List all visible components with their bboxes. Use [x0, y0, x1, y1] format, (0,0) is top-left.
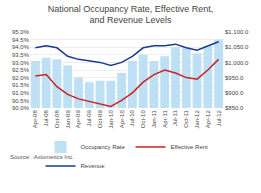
svg-text:Oct-10: Oct-10 — [140, 110, 146, 129]
svg-text:Jul-10: Jul-10 — [129, 110, 135, 127]
svg-text:Apr-10: Apr-10 — [119, 110, 125, 129]
svg-text:Effective Rent: Effective Rent — [171, 144, 209, 150]
svg-text:92.0%: 92.0% — [12, 75, 30, 81]
svg-text:Apr-08: Apr-08 — [32, 110, 38, 129]
svg-text:$900.0: $900.0 — [225, 90, 244, 96]
svg-text:Jan-11: Jan-11 — [151, 110, 157, 129]
svg-text:Oct-08: Oct-08 — [54, 110, 60, 129]
svg-text:94.5%: 94.5% — [12, 37, 30, 43]
svg-text:Jul-09: Jul-09 — [86, 110, 92, 127]
svg-text:Jan-12: Jan-12 — [194, 110, 200, 129]
svg-text:National Occupancy Rate, Effec: National Occupancy Rate, Effective Rent,… — [48, 4, 213, 26]
svg-text:Revenue: Revenue — [81, 163, 106, 169]
svg-text:Apr-12: Apr-12 — [205, 110, 211, 129]
svg-text:Source: Axiometics Inc.: Source: Axiometics Inc. — [10, 154, 74, 160]
svg-text:$1,000.0: $1,000.0 — [225, 60, 249, 66]
svg-text:90.5%: 90.5% — [12, 98, 30, 104]
svg-text:Jul-11: Jul-11 — [172, 110, 178, 127]
svg-text:$950.0: $950.0 — [225, 75, 244, 81]
svg-text:Apr-11: Apr-11 — [162, 110, 168, 128]
svg-text:94.0%: 94.0% — [12, 44, 30, 50]
svg-text:Oct-09: Oct-09 — [97, 110, 103, 129]
svg-text:93.0%: 93.0% — [12, 60, 30, 66]
svg-text:90.0%: 90.0% — [12, 105, 30, 111]
svg-text:Jul-08: Jul-08 — [43, 110, 49, 127]
svg-text:Jan-10: Jan-10 — [108, 110, 114, 129]
svg-text:91.5%: 91.5% — [12, 82, 30, 88]
svg-text:Oct-11: Oct-11 — [183, 110, 189, 128]
svg-text:Occupancy Rate: Occupancy Rate — [81, 144, 126, 150]
svg-text:$850.0: $850.0 — [225, 105, 244, 111]
svg-text:93.5%: 93.5% — [12, 52, 30, 58]
svg-text:Jul-12: Jul-12 — [216, 110, 222, 127]
svg-text:$1,100.0: $1,100.0 — [225, 29, 249, 35]
svg-text:95.0%: 95.0% — [12, 29, 30, 35]
svg-text:Apr-09: Apr-09 — [75, 110, 81, 129]
svg-text:$1,050.0: $1,050.0 — [225, 44, 249, 50]
svg-text:92.5%: 92.5% — [12, 67, 30, 73]
svg-text:91.0%: 91.0% — [12, 90, 30, 96]
svg-text:Jan-09: Jan-09 — [65, 110, 71, 129]
